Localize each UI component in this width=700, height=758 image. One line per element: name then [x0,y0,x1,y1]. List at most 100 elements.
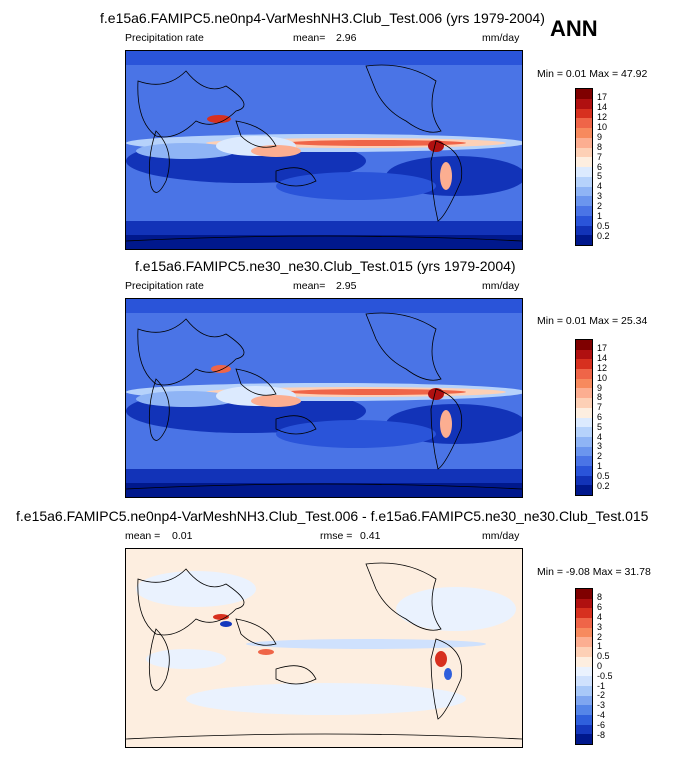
colorbar-tick-label: 14 [597,353,608,364]
colorbar-tick-label: -1 [597,680,606,691]
colorbar-tick-label: 4 [597,431,603,442]
colorbar-tick-label: 0.5 [597,651,610,662]
colorbar-swatch [576,89,592,99]
colorbar-swatch [576,475,592,486]
colorbar-swatch [576,647,592,657]
colorbar-tick-label: 8 [597,592,603,603]
panel1-minmax: Min = 0.01 Max = 47.92 [537,68,648,80]
colorbar-swatch [576,167,592,177]
panel3-rmse-value: 0.41 [360,530,381,542]
colorbar-tick-label: 6 [597,602,603,613]
colorbar-swatch [576,128,592,138]
colorbar-swatch [576,407,592,418]
colorbar-swatch [576,388,592,399]
panel2-minmax: Min = 0.01 Max = 25.34 [537,315,648,327]
colorbar-swatch [576,398,592,408]
colorbar-tick-label: 8 [597,141,603,152]
colorbar-tick-label: -4 [597,710,606,721]
colorbar-tick-label: 9 [597,382,603,393]
colorbar-swatch [576,685,592,696]
colorbar-tick-label: 5 [597,171,603,182]
colorbar-swatch [576,417,592,428]
colorbar-swatch [576,359,592,370]
colorbar-tick-label: 14 [597,102,608,113]
panel3-colorbar [575,588,593,745]
colorbar-tick-label: 1 [597,641,603,652]
panel1-title: f.e15a6.FAMIPC5.ne0np4-VarMeshNH3.Club_T… [100,10,545,26]
colorbar-tick-label: 3 [597,621,603,632]
colorbar-swatch [576,98,592,109]
colorbar-swatch [576,157,592,167]
colorbar-tick-label: 0.2 [597,230,610,241]
colorbar-tick-label: 6 [597,412,603,422]
colorbar-tick-label: 3 [597,441,603,452]
colorbar-swatch [576,637,592,648]
panel1-map-svg [126,51,522,249]
colorbar-swatch [576,196,592,206]
panel3-minmax: Min = -9.08 Max = 31.78 [537,566,651,578]
colorbar-tick-label: 8 [597,392,603,403]
colorbar-swatch [576,456,592,466]
colorbar-tick-label: 2 [597,451,603,462]
panel1-units: mm/day [482,32,520,44]
colorbar-tick-label: -0.5 [597,670,613,681]
colorbar-tick-label: 1 [597,461,603,472]
colorbar-swatch [576,186,592,197]
colorbar-swatch [576,369,592,379]
colorbar-tick-label: 5 [597,421,603,432]
colorbar-tick-label: 12 [597,362,608,373]
colorbar-swatch [576,137,592,148]
season-label: ANN [550,16,598,41]
colorbar-swatch [576,598,592,609]
colorbar-swatch [576,734,592,744]
panel3-mean-label: mean = [125,530,161,542]
colorbar-tick-label: 0.5 [597,470,610,481]
colorbar-swatch [576,724,592,735]
colorbar-swatch [576,666,592,677]
colorbar-tick-label: 4 [597,181,603,192]
colorbar-swatch [576,676,592,686]
panel2-mean-label: mean= [293,280,326,292]
panel2-variable-label: Precipitation rate [125,280,204,292]
colorbar-swatch [576,485,592,495]
panel3-map-svg [126,549,522,747]
colorbar-tick-label: 7 [597,402,603,413]
colorbar-tick-label: 17 [597,92,608,103]
colorbar-tick-label: 10 [597,372,608,383]
colorbar-swatch [576,225,592,236]
colorbar-swatch [576,656,592,667]
panel1-mean-label: mean= [293,32,326,44]
colorbar-tick-label: 0.5 [597,220,610,231]
colorbar-tick-label: 2 [597,631,603,642]
colorbar-swatch [576,206,592,216]
colorbar-tick-label: 1 [597,210,603,221]
colorbar-swatch [576,427,592,437]
colorbar-tick-label: -8 [597,729,606,740]
panel2-map-svg [126,299,522,497]
colorbar-swatch [576,705,592,715]
colorbar-swatch [576,627,592,638]
panel1-mean-value: 2.96 [336,32,357,44]
colorbar-swatch [576,235,592,245]
colorbar-swatch [576,118,592,128]
colorbar-swatch [576,618,592,628]
colorbar-tick-label: 9 [597,131,603,142]
colorbar-swatch [576,340,592,350]
colorbar-swatch [576,446,592,457]
panel1-variable-label: Precipitation rate [125,32,204,44]
colorbar-swatch [576,349,592,360]
panel1-map [125,50,523,250]
panel2-map [125,298,523,498]
colorbar-tick-label: 0 [597,661,603,671]
panel1-colorbar [575,88,593,246]
colorbar-tick-label: 0.2 [597,480,610,491]
colorbar-swatch [576,436,592,447]
colorbar-tick-label: 2 [597,201,603,211]
colorbar-swatch [576,695,592,706]
colorbar-tick-label: 10 [597,122,608,132]
panel3-units: mm/day [482,530,520,542]
panel2-units: mm/day [482,280,520,292]
colorbar-tick-label: 17 [597,343,608,354]
colorbar-swatch [576,215,592,226]
panel3-mean-value: 0.01 [172,530,193,542]
